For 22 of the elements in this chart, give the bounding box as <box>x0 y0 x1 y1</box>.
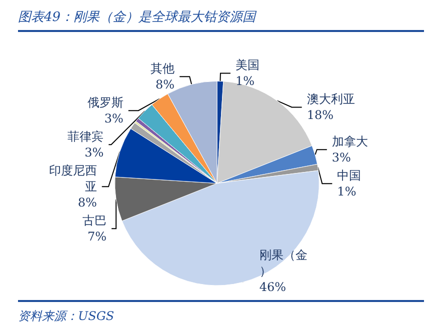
chart-title: 图表49：刚果（金）是全球最大钴资源国 <box>18 6 424 32</box>
data-label: 8% <box>78 196 97 210</box>
data-label: 1% <box>337 184 356 199</box>
slice-label: 刚果（金） <box>259 248 308 278</box>
slice-label: 古巴 <box>82 214 107 228</box>
slice-label: 澳大利亚 <box>306 92 355 106</box>
data-label: 18% <box>306 108 334 122</box>
data-label: 1% <box>235 74 255 88</box>
slice-label: 加拿大 <box>332 134 368 149</box>
data-label: 3% <box>332 150 351 165</box>
slice-label: 美国 <box>235 58 260 72</box>
data-label: 46% <box>259 280 286 294</box>
data-label: 8% <box>156 78 175 92</box>
slice-label: 中国 <box>337 168 362 183</box>
slice-label: 其他 <box>150 62 175 76</box>
data-label: 7% <box>88 230 107 244</box>
data-label: 3% <box>84 146 104 160</box>
slice-label: 俄罗斯 <box>87 96 124 110</box>
data-label: 3% <box>104 112 124 126</box>
text: 资料来源：USGS <box>18 300 424 325</box>
slice-label: 菲律宾 <box>68 130 104 144</box>
slice-label: 印度尼西亚 <box>48 164 97 194</box>
